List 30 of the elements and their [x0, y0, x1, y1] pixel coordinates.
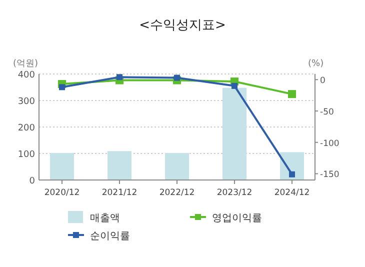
legend-label: 순이익률 [90, 231, 130, 242]
x-tick-label: 2020/12 [44, 188, 80, 198]
y2-tick-label: -50 [320, 108, 334, 118]
y-tick-label: 0 [29, 176, 36, 186]
y-tick-label: 100 [18, 150, 36, 160]
bar [108, 151, 132, 180]
y-axis-title: (억원) [13, 59, 38, 69]
x-tick-label: 2021/12 [102, 188, 138, 198]
point [288, 90, 296, 98]
y2-tick-label: -100 [320, 138, 340, 149]
legend-label: 매출액 [90, 213, 120, 224]
x-tick-label: 2022/12 [159, 188, 195, 198]
y-tick-label: 300 [18, 97, 36, 107]
y2-axis-title: (%) [308, 59, 324, 69]
bar [165, 152, 189, 180]
point [232, 82, 238, 89]
point [116, 74, 122, 80]
y2-tick-label: -150 [320, 170, 340, 180]
legend-label: 영업이익률 [212, 213, 262, 224]
point [59, 84, 65, 90]
bar [222, 88, 246, 180]
x-tick-label: 2024/12 [274, 188, 310, 198]
chart-title: <수익성지표> [139, 18, 226, 33]
y2-tick-label: 0 [320, 76, 326, 86]
y-tick-label: 400 [18, 70, 36, 80]
point [289, 171, 295, 178]
y-tick-label: 200 [18, 124, 36, 134]
bar [50, 152, 74, 180]
x-tick-label: 2023/12 [216, 188, 252, 198]
point [174, 74, 180, 81]
